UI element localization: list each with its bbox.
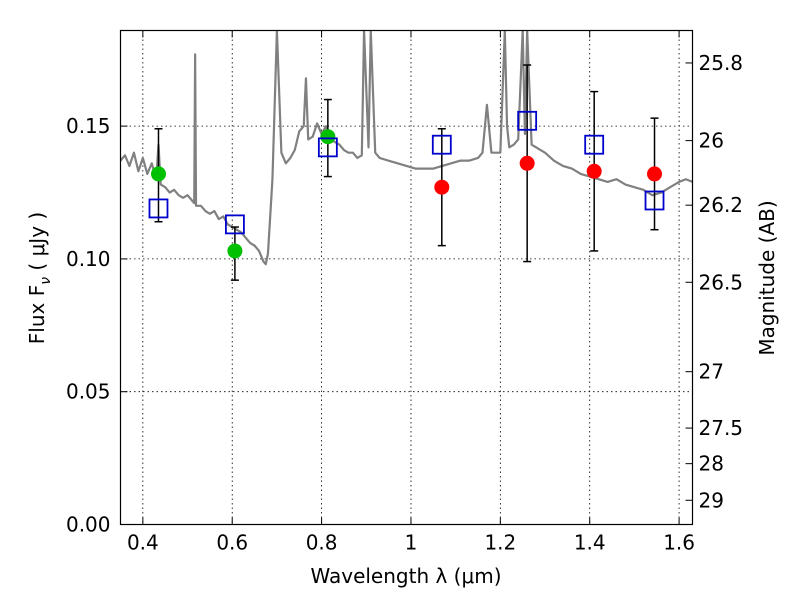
x-tick-label: 1 bbox=[405, 531, 418, 555]
model-spectrum-layer bbox=[120, 30, 693, 266]
y-tick-label-left: 0.00 bbox=[66, 513, 111, 537]
model-spectrum-line bbox=[120, 30, 693, 266]
x-tick-label: 1.2 bbox=[484, 531, 516, 555]
y-axis-title-left: Flux Fν ( μJy ) bbox=[25, 212, 54, 344]
model-flux-square bbox=[584, 134, 605, 155]
y-tick-label-right: 25.8 bbox=[699, 51, 744, 75]
x-tick-label: 1.6 bbox=[663, 531, 695, 555]
model-flux-square bbox=[431, 134, 452, 155]
grid-lines bbox=[120, 30, 693, 525]
model-flux-square bbox=[644, 190, 665, 211]
x-tick-label: 0.8 bbox=[306, 531, 338, 555]
model-flux-square bbox=[317, 137, 338, 158]
observed-flux-point bbox=[586, 163, 602, 179]
y-tick-label-right: 26.2 bbox=[699, 193, 744, 217]
y-axis-title-right: Magnitude (AB) bbox=[755, 200, 779, 355]
observed-flux-point bbox=[227, 243, 243, 259]
model-flux-square bbox=[517, 110, 538, 131]
y-tick-label-right: 27.5 bbox=[699, 416, 744, 440]
y-tick-label-left: 0.10 bbox=[66, 247, 111, 271]
observed-flux-point bbox=[434, 179, 450, 195]
x-tick-label: 0.6 bbox=[216, 531, 248, 555]
y-axis-title-left-unit: ( μJy ) bbox=[25, 212, 49, 277]
x-tick-label: 0.4 bbox=[127, 531, 159, 555]
y-tick-label-left: 0.05 bbox=[66, 380, 111, 404]
observed-flux-point bbox=[647, 166, 663, 182]
y-tick-label-right: 26.5 bbox=[699, 270, 744, 294]
observed-flux-point bbox=[519, 155, 535, 171]
plot-frame bbox=[119, 29, 694, 526]
x-tick-label: 1.4 bbox=[574, 531, 606, 555]
model-flux-square bbox=[148, 198, 169, 219]
observed-flux-point bbox=[150, 166, 166, 182]
observed-flux-point bbox=[320, 129, 336, 145]
y-tick-label-right: 29 bbox=[699, 488, 724, 512]
y-axis-title-left-main: Flux F bbox=[25, 285, 49, 344]
marker-layer bbox=[148, 110, 665, 259]
x-axis-title: Wavelength λ (μm) bbox=[310, 564, 501, 588]
ticks-layer: 0.4 0.6 0.8 1 1.2 1.4 1.6 0.00 0.05 0.10 0.15 25.8 2… bbox=[66, 30, 744, 555]
y-tick-label-right: 27 bbox=[699, 360, 724, 384]
y-tick-label-left: 0.15 bbox=[66, 114, 111, 138]
model-flux-square bbox=[224, 214, 245, 235]
y-tick-label-right: 26 bbox=[699, 129, 724, 153]
y-tick-label-right: 28 bbox=[699, 452, 724, 476]
y-axis-title-left-sub: ν bbox=[38, 277, 54, 285]
